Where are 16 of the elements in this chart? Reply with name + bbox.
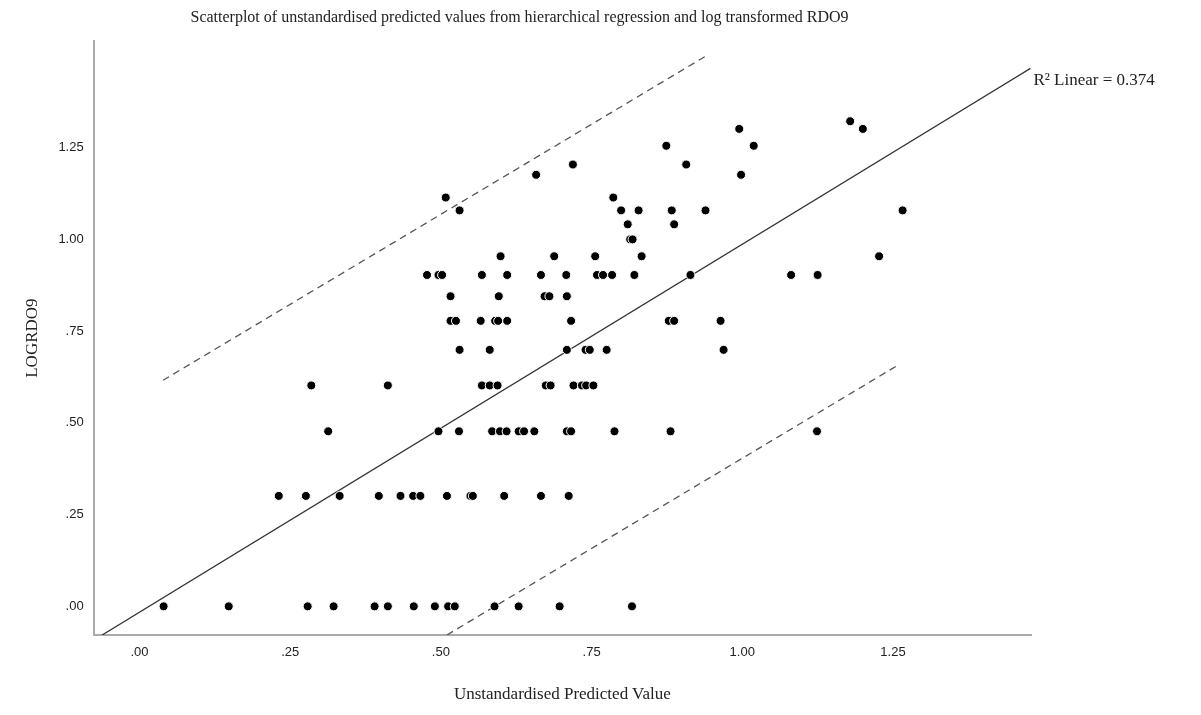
x-tick-label: .75 [582, 644, 601, 660]
x-tick-label: .50 [431, 644, 450, 660]
y-tick-label: .50 [65, 414, 84, 430]
y-tick-label: .00 [65, 597, 84, 613]
annotation: R² Linear = 0.374 [1033, 69, 1156, 89]
x-tick-label: .25 [281, 644, 300, 660]
x-tick-label: 1.25 [880, 644, 906, 660]
y-tick-label: .75 [65, 322, 84, 338]
x-tick-label: 1.00 [729, 644, 755, 660]
y-tick-label: 1.00 [58, 230, 84, 246]
x-axis-title: Unstandardised Predicted Value [453, 684, 671, 704]
y-tick-label: .25 [65, 506, 84, 522]
chart-title: Scatterplot of unstandardised predicted values from hierarchical regression and log transformed RDO9 [190, 7, 849, 26]
y-tick-label: 1.25 [58, 139, 84, 155]
y-axis-title: LOGRDO9 [21, 298, 41, 378]
x-tick-label: .00 [130, 644, 149, 660]
